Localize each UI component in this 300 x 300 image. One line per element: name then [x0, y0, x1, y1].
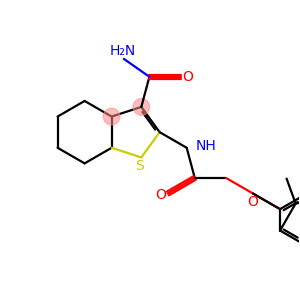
Circle shape	[133, 99, 150, 115]
Text: O: O	[183, 70, 194, 84]
Text: O: O	[248, 195, 258, 209]
Text: NH: NH	[196, 139, 216, 153]
Circle shape	[103, 108, 120, 125]
Text: O: O	[155, 188, 166, 202]
Text: S: S	[136, 159, 144, 173]
Text: H₂N: H₂N	[109, 44, 136, 58]
